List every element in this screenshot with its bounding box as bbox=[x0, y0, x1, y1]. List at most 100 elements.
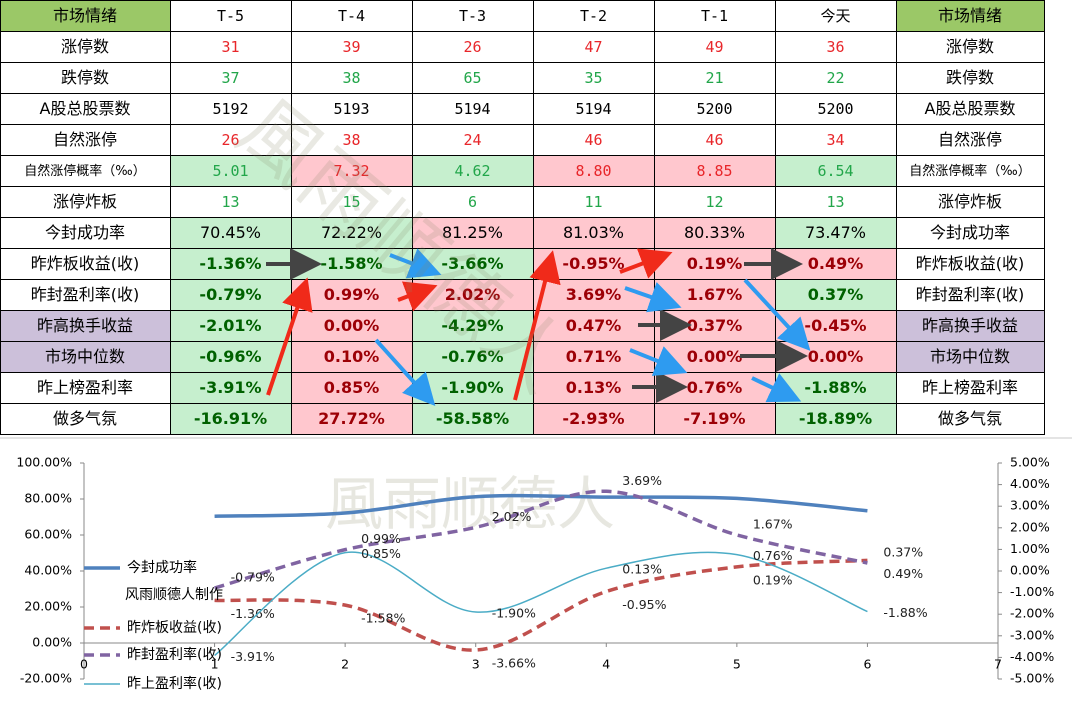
cell-value: -1.36% bbox=[199, 254, 261, 273]
cell-value: 49 bbox=[705, 38, 723, 56]
cell-value: T-1 bbox=[701, 7, 728, 25]
x-tick-label: 4 bbox=[602, 657, 610, 672]
row-label: 做多气氛 bbox=[53, 409, 117, 428]
cell bbox=[896, 310, 1045, 342]
arrow bbox=[751, 373, 802, 403]
cell-value: 8.85 bbox=[696, 162, 732, 180]
cell bbox=[896, 93, 1045, 125]
cell bbox=[0, 186, 171, 218]
row-label: 自然涨停概率（‰） bbox=[24, 163, 145, 179]
y2-tick-label: 2.00% bbox=[1010, 519, 1050, 534]
cell-value: -2.93% bbox=[562, 409, 624, 428]
cell-value: -0.79% bbox=[199, 285, 261, 304]
cell-value: 81.25% bbox=[442, 223, 503, 242]
cell-value: 5200 bbox=[696, 100, 732, 118]
y2-tick-label: -2.00% bbox=[1010, 606, 1054, 621]
cell-value: T-2 bbox=[580, 7, 607, 25]
data-label: 3.69% bbox=[622, 473, 662, 488]
data-label: -3.91% bbox=[231, 649, 275, 664]
cell bbox=[0, 310, 171, 342]
cell-value: 21 bbox=[705, 69, 723, 87]
cell-value: 6 bbox=[468, 193, 477, 211]
cell-value: 4.62 bbox=[454, 162, 490, 180]
cell bbox=[0, 403, 171, 435]
legend-label: 昨封盈利率(收) bbox=[127, 646, 222, 663]
series-line bbox=[214, 489, 868, 590]
y2-tick-label: 3.00% bbox=[1010, 498, 1050, 513]
arrow bbox=[619, 248, 673, 279]
row-label: 昨上榜盈利率 bbox=[37, 378, 133, 397]
series-line bbox=[214, 493, 868, 518]
cell-value: 0.85% bbox=[324, 378, 380, 397]
data-label: 2.02% bbox=[492, 509, 532, 524]
cell-value: 39 bbox=[342, 38, 360, 56]
x-tick-label: 6 bbox=[863, 657, 871, 672]
cell-value: T-5 bbox=[217, 7, 244, 25]
cell-value: 11 bbox=[584, 193, 602, 211]
cell-value: 5192 bbox=[212, 100, 248, 118]
cell-value: 今天 bbox=[820, 7, 850, 25]
row-label: 今封成功率 bbox=[930, 223, 1010, 242]
x-tick-label: 3 bbox=[472, 657, 480, 672]
cell bbox=[533, 403, 655, 435]
cell bbox=[0, 279, 171, 311]
cell-value: 5193 bbox=[333, 100, 369, 118]
cell-value: 27.72% bbox=[318, 409, 385, 428]
cell-value: T-4 bbox=[338, 7, 365, 25]
row-label: 自然涨停概率（‰） bbox=[909, 163, 1030, 179]
arrow bbox=[397, 281, 438, 312]
cell-value: 65 bbox=[463, 69, 481, 87]
cell-value: 3.69% bbox=[566, 285, 622, 304]
cell bbox=[654, 186, 776, 218]
cell bbox=[533, 341, 655, 373]
cell-value: -58.58% bbox=[436, 409, 509, 428]
arrow bbox=[513, 250, 561, 401]
row-label: 市场情绪 bbox=[53, 6, 117, 25]
cell-value: 26 bbox=[221, 131, 239, 149]
x-tick-label: 5 bbox=[733, 657, 741, 672]
cell-value: 5194 bbox=[454, 100, 490, 118]
cell-value: 5200 bbox=[817, 100, 853, 118]
cell-value: 7.32 bbox=[333, 162, 369, 180]
cell-value: 22 bbox=[826, 69, 844, 87]
cell bbox=[896, 248, 1045, 280]
arrows bbox=[266, 248, 811, 406]
cell-value: -18.89% bbox=[799, 409, 872, 428]
cell-value: -3.91% bbox=[199, 378, 261, 397]
cell-value: -16.91% bbox=[194, 409, 267, 428]
chart: 風雨顺德人-20.00%0.00%20.00%40.00%60.00%80.00… bbox=[16, 455, 1054, 693]
cell bbox=[291, 217, 413, 249]
cell bbox=[412, 403, 534, 435]
y-tick-label: 60.00% bbox=[24, 527, 72, 542]
cell bbox=[412, 217, 534, 249]
cell-value: -0.76% bbox=[441, 347, 503, 366]
cell-value: 0.19% bbox=[687, 254, 743, 273]
cell-value: 46 bbox=[584, 131, 602, 149]
y-tick-label: 100.00% bbox=[16, 455, 72, 470]
cell bbox=[896, 372, 1045, 404]
row-label: 自然涨停 bbox=[938, 130, 1002, 149]
cell bbox=[291, 31, 413, 63]
x-tick-label: 1 bbox=[211, 657, 219, 672]
y-tick-label: 20.00% bbox=[24, 599, 72, 614]
data-label: -0.95% bbox=[622, 597, 666, 612]
cell bbox=[775, 403, 897, 435]
cell bbox=[0, 124, 171, 156]
cell-value: 80.33% bbox=[684, 223, 745, 242]
cell-value: 70.45% bbox=[200, 223, 261, 242]
cell-value: 2.02% bbox=[445, 285, 501, 304]
cell-value: 1.67% bbox=[687, 285, 743, 304]
cell bbox=[412, 341, 534, 373]
cell-value: -0.96% bbox=[199, 347, 261, 366]
y-tick-label: 80.00% bbox=[24, 491, 72, 506]
row-label: 昨高换手收益 bbox=[922, 316, 1018, 335]
cell bbox=[533, 31, 655, 63]
cell-value: 0.10% bbox=[324, 347, 380, 366]
cell bbox=[291, 403, 413, 435]
cell bbox=[654, 217, 776, 249]
cell-value: -1.58% bbox=[320, 254, 382, 273]
y-tick-label: -20.00% bbox=[20, 671, 72, 686]
cell bbox=[170, 31, 292, 63]
arrow bbox=[374, 338, 436, 406]
